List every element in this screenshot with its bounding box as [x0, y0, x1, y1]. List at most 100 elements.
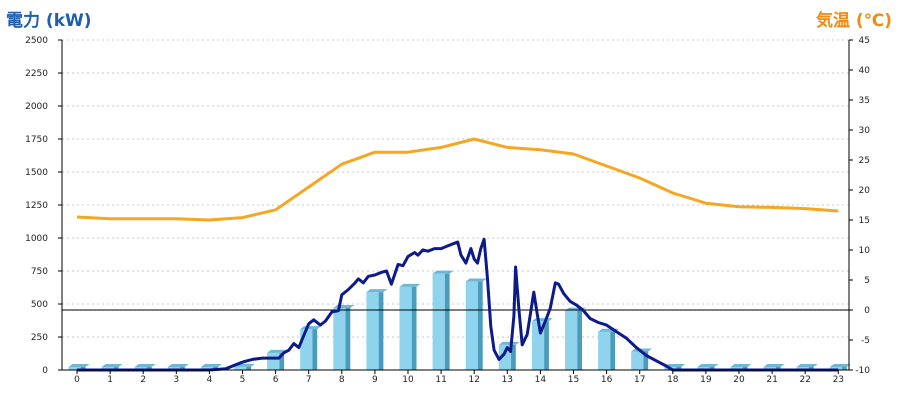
bar-top	[399, 283, 421, 287]
right-tick-label: 10	[859, 246, 871, 256]
bar-side	[279, 352, 285, 370]
x-tick-label: 3	[173, 375, 179, 385]
bar-face	[432, 273, 445, 370]
left-tick-label: 2000	[25, 102, 48, 112]
right-tick-label: 25	[859, 156, 870, 166]
bar-face	[498, 344, 512, 370]
x-tick-label: 16	[601, 375, 613, 385]
bar-side	[312, 329, 318, 370]
bar-face	[68, 367, 81, 370]
bar-top	[134, 364, 156, 367]
power-bar	[432, 270, 454, 370]
bar-face	[366, 292, 379, 370]
right-tick-label: 45	[859, 36, 870, 46]
power-bar	[333, 304, 355, 370]
left-axis-title: 電力 (kW)	[6, 11, 92, 31]
bar-side	[511, 344, 516, 370]
left-tick-label: 750	[31, 267, 48, 277]
bar-top	[101, 364, 123, 367]
left-tick-label: 1250	[25, 201, 48, 211]
x-tick-label: 10	[402, 375, 414, 385]
left-tick-label: 1750	[25, 135, 48, 145]
bar-top	[498, 341, 520, 345]
bar-face	[631, 351, 644, 370]
left-tick-label: 2250	[25, 69, 48, 79]
x-tick-label: 23	[833, 375, 844, 385]
power-bar	[565, 307, 586, 370]
x-tick-label: 12	[468, 375, 479, 385]
left-tick-label: 1000	[25, 234, 48, 244]
left-tick-label: 0	[42, 366, 48, 376]
right-tick-label: 35	[859, 96, 870, 106]
right-tick-label: 40	[859, 66, 871, 76]
x-tick-label: 8	[339, 375, 345, 385]
right-tick-label: 30	[859, 126, 871, 136]
right-tick-label: -5	[861, 336, 870, 346]
bar-top	[697, 364, 719, 367]
bar-side	[477, 281, 483, 370]
x-tick-label: 7	[306, 375, 312, 385]
temperature-line	[76, 137, 839, 222]
x-tick-label: 11	[435, 375, 446, 385]
bar-top	[796, 364, 818, 367]
x-tick-label: 2	[140, 375, 146, 385]
bar-top	[68, 364, 90, 367]
right-tick-label: 20	[859, 186, 871, 196]
bar-face	[234, 366, 247, 370]
grid	[62, 39, 849, 338]
right-axis-title: 気温 (℃)	[815, 11, 892, 31]
left-tick-label: 500	[31, 300, 48, 310]
bar-top	[333, 304, 355, 308]
power-line	[77, 237, 839, 372]
bar-side	[610, 331, 616, 370]
bar-side	[378, 292, 384, 370]
bar-top	[167, 364, 189, 367]
x-tick-label: 18	[667, 375, 679, 385]
right-tick-label: 5	[864, 276, 870, 286]
right-tick-label: 15	[859, 216, 870, 226]
x-tick-label: 19	[700, 375, 712, 385]
left-tick-label: 1500	[25, 168, 48, 178]
bar-side	[411, 286, 417, 370]
right-tick-label: 0	[864, 306, 870, 316]
x-tick-label: 14	[535, 375, 547, 385]
x-tick-label: 13	[502, 375, 513, 385]
bar-side	[246, 366, 251, 370]
bar-top	[465, 278, 487, 282]
bar-face	[267, 352, 280, 370]
power-bar	[498, 341, 520, 370]
x-tick-label: 0	[74, 375, 80, 385]
bar-top	[300, 326, 322, 330]
bar-side	[842, 367, 847, 370]
lines	[62, 137, 849, 372]
x-tick-label: 22	[799, 375, 810, 385]
bar-face	[300, 329, 313, 370]
bar-top	[664, 364, 686, 367]
bar-face	[465, 281, 478, 370]
bar-face	[333, 307, 346, 370]
x-tick-label: 20	[733, 375, 745, 385]
bar-face	[565, 310, 578, 370]
bar-side	[643, 351, 649, 370]
x-tick-label: 21	[766, 375, 777, 385]
bar-top	[829, 364, 851, 367]
axes: 02505007501000125015001750200022502500-1…	[25, 36, 870, 385]
power-bar	[366, 289, 388, 370]
left-tick-label: 2500	[25, 36, 48, 46]
power-bar	[399, 283, 421, 370]
x-tick-label: 4	[207, 375, 213, 385]
x-tick-label: 17	[634, 375, 645, 385]
x-tick-label: 9	[372, 375, 378, 385]
right-tick-label: -10	[855, 366, 870, 376]
x-tick-label: 15	[568, 375, 579, 385]
bar-face	[399, 286, 412, 370]
bar-top	[200, 364, 222, 367]
x-tick-label: 5	[240, 375, 246, 385]
bar-top	[432, 270, 454, 274]
bar-top	[531, 318, 553, 322]
power-bar	[465, 278, 487, 370]
bar-top	[366, 289, 388, 293]
bar-side	[577, 310, 582, 370]
bar-top	[763, 364, 785, 367]
